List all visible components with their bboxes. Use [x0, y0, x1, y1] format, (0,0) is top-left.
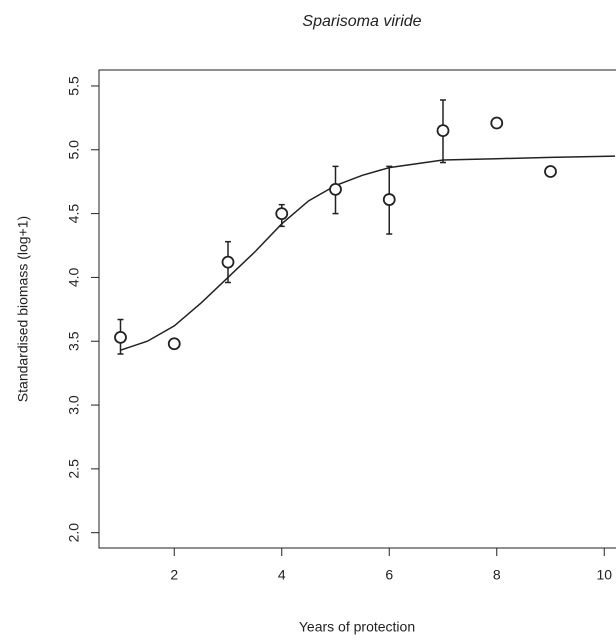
- x-axis-label: Years of protection: [299, 619, 415, 635]
- data-point: [436, 124, 450, 138]
- data-point: [167, 337, 181, 351]
- data-point: [544, 165, 557, 178]
- x-tick-label: 6: [385, 567, 393, 583]
- data-point: [329, 182, 342, 196]
- y-tick-label: 2.0: [66, 523, 82, 543]
- y-tick-label: 3.5: [66, 331, 82, 351]
- x-tick-label: 10: [596, 567, 612, 583]
- data-point: [114, 330, 127, 344]
- y-tick-label: 3.0: [66, 395, 82, 415]
- x-tick-label: 2: [170, 567, 178, 583]
- y-axis-label: Standardised biomass (log+1): [15, 216, 31, 402]
- data-point: [221, 255, 235, 269]
- y-tick-label: 5.0: [66, 140, 82, 160]
- y-tick-label: 4.5: [66, 204, 82, 224]
- fit-curve: [120, 155, 616, 351]
- y-tick-label: 4.0: [66, 267, 82, 287]
- y-tick-label: 5.5: [66, 76, 82, 96]
- data-point: [275, 207, 289, 220]
- y-tick-label: 2.5: [66, 459, 82, 479]
- chart-title: Sparisoma viride: [302, 13, 421, 30]
- x-tick-label: 8: [493, 567, 501, 583]
- x-tick-label: 4: [278, 567, 286, 583]
- data-point: [382, 193, 396, 206]
- plot-frame: [98, 69, 616, 549]
- data-point: [490, 116, 504, 130]
